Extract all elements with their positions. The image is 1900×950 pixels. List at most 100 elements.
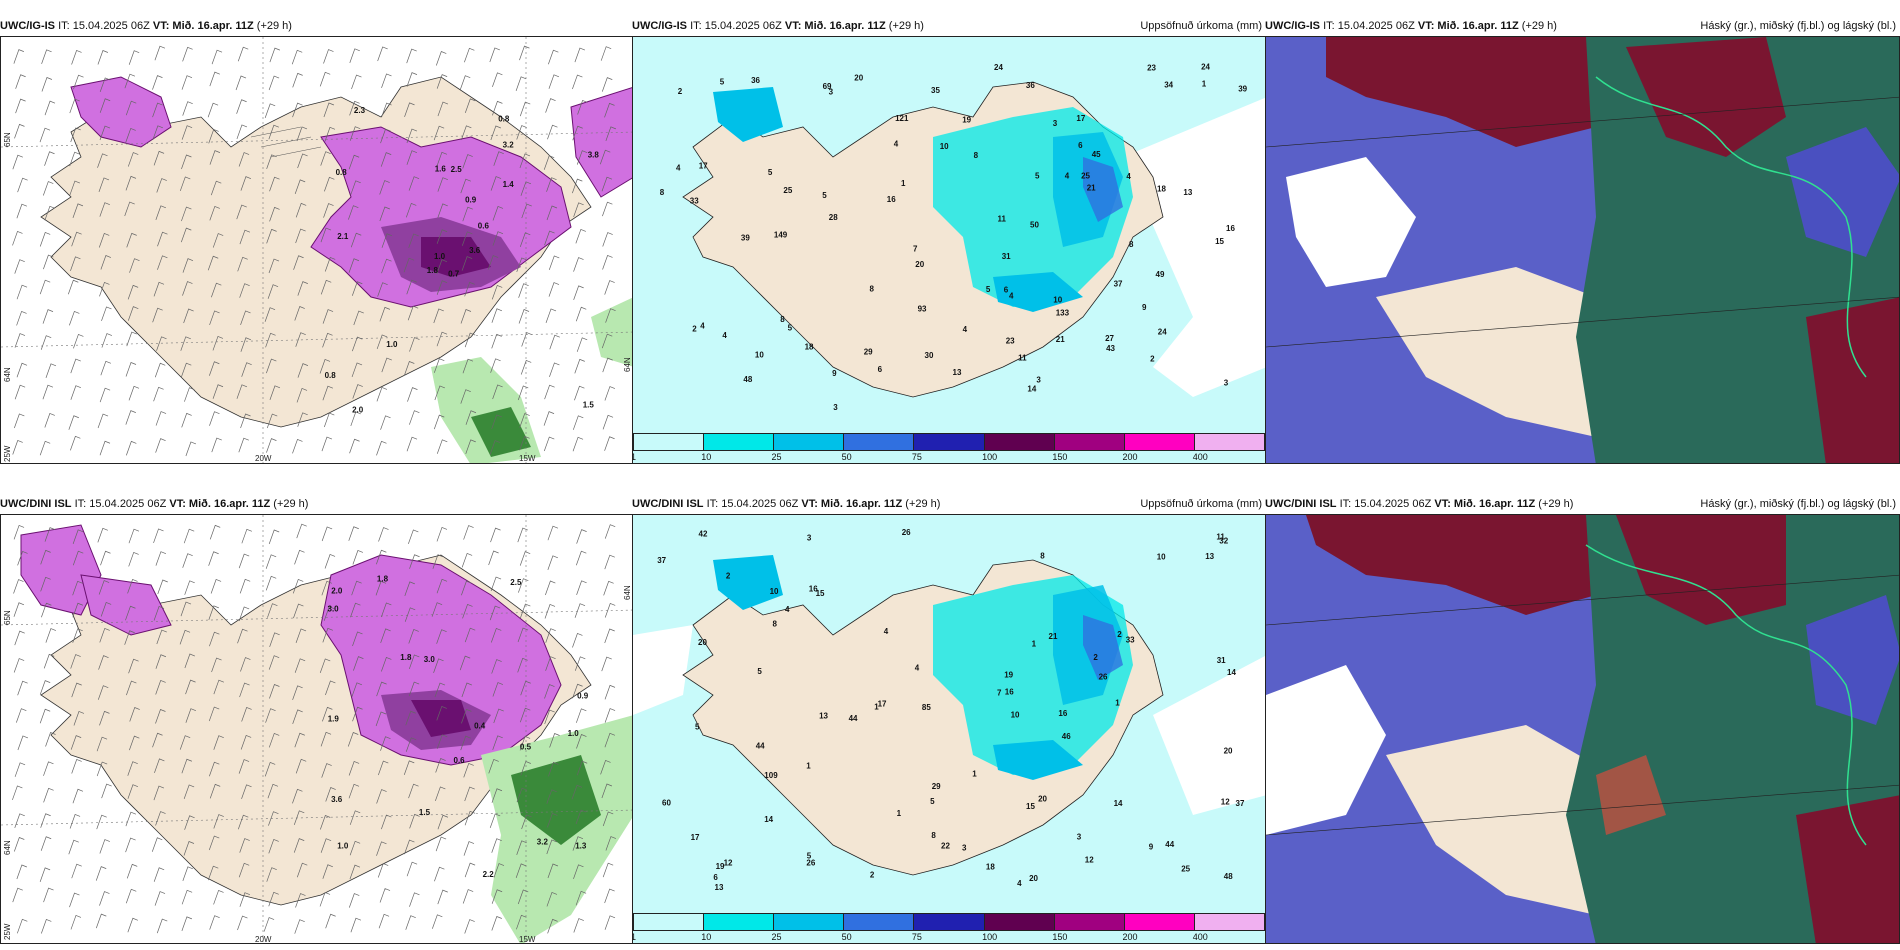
wind-map-bottom: 0.5 1.0 1.0 1.8 3.0 3.2 3.6 2.5 1.8 2.2 3.0 1.9 2.0 1… — [1, 515, 632, 943]
wind-barb — [602, 414, 614, 430]
precip-value: 21 — [1049, 632, 1058, 641]
wind-barb — [605, 308, 616, 323]
wind-barb — [463, 841, 475, 856]
precip-value: 12 — [1085, 856, 1094, 865]
wind-barb — [459, 75, 471, 90]
wind-barb — [461, 125, 472, 140]
precip-value: 4 — [915, 664, 920, 673]
precip-value: 4 — [700, 321, 705, 330]
wind-barb — [575, 890, 587, 906]
precip-value: 17 — [699, 162, 708, 171]
precip-value: 9 — [1142, 303, 1147, 312]
wind-barb — [40, 813, 51, 828]
wind-barb — [16, 864, 27, 880]
lead-time: (+29 h) — [256, 20, 292, 32]
wind-barb — [464, 786, 475, 802]
precip-value: 15 — [1215, 237, 1224, 246]
precip-value: 10 — [755, 351, 764, 360]
wind-barb — [322, 385, 334, 401]
wind-barb — [460, 735, 471, 751]
precip-value: 42 — [699, 529, 708, 538]
wind-barb — [155, 205, 167, 220]
wind-barb — [294, 306, 305, 321]
precip-value: 46 — [1062, 732, 1071, 741]
wind-barb — [211, 282, 222, 298]
wind-barb — [547, 525, 559, 541]
wind-barb — [182, 281, 193, 296]
wind-barb — [546, 205, 558, 221]
wind-barb — [239, 892, 251, 907]
precip-value: 35 — [931, 86, 940, 95]
wind-barb — [324, 176, 335, 192]
wind-barb — [12, 154, 23, 170]
wind-barb — [153, 386, 164, 402]
wind-barb — [405, 737, 417, 752]
wind-barb — [576, 708, 587, 723]
precip-value: 44 — [849, 714, 858, 723]
precip-value: 34 — [1164, 80, 1173, 89]
wind-barb — [12, 887, 23, 903]
wind-barb — [183, 784, 195, 800]
wind-barb — [519, 101, 531, 117]
colorbar-swatch — [914, 914, 985, 930]
wind-barb — [208, 835, 220, 851]
precip-value: 69 — [823, 82, 832, 91]
wind-barb — [212, 233, 224, 248]
precip-value: 1.0 — [386, 340, 398, 349]
wind-barb — [380, 152, 392, 167]
wind-barb — [213, 735, 224, 750]
wind-barb — [352, 336, 363, 352]
lat-label-64n: 64N — [3, 367, 12, 382]
precip-value: 1 — [901, 179, 906, 188]
wind-barb — [208, 551, 219, 566]
wind-barb — [543, 155, 555, 170]
wind-barb — [403, 760, 415, 775]
wind-barb — [185, 708, 197, 723]
wind-barb — [184, 653, 196, 669]
precip-value: 24 — [994, 63, 1003, 72]
wind-barb — [14, 333, 26, 348]
wind-barb — [125, 175, 137, 191]
wind-barb — [352, 549, 364, 565]
precip-value: 3 — [829, 88, 834, 97]
colorbar-swatches — [633, 433, 1265, 451]
wind-barb — [436, 151, 448, 167]
wind-barb — [128, 658, 139, 674]
precip-value: 9 — [832, 369, 837, 378]
wind-barb — [236, 124, 248, 140]
wind-barb — [380, 628, 391, 644]
wind-barb — [41, 49, 52, 64]
precip-value: 8 — [870, 285, 875, 294]
lon-label-25w: 25W — [3, 923, 12, 940]
wind-barb — [238, 437, 249, 453]
wind-barb — [240, 657, 251, 672]
colorbar-label: 200 — [1122, 452, 1138, 462]
wind-barb — [127, 761, 138, 776]
wind-barb — [99, 891, 110, 906]
precip-value: 1.8 — [427, 266, 439, 275]
wind-barb — [126, 863, 138, 879]
wind-barb — [155, 551, 167, 566]
precip-value: 8 — [773, 619, 778, 628]
wind-barb — [492, 231, 504, 246]
colorbar-swatch — [704, 914, 775, 930]
wind-barb — [263, 917, 275, 932]
precip-value: 14 — [1114, 799, 1123, 808]
wind-barb — [572, 436, 584, 452]
wind-barb — [544, 384, 555, 400]
wind-barb — [381, 814, 392, 830]
wind-map-top: 0.7 0.8 1.0 0.8 0.6 1.0 0.8 2.5 3.2 3.6 2.3 1.5 2.1 3… — [1, 37, 632, 463]
wind-barb — [490, 125, 501, 141]
wind-barb — [436, 734, 448, 749]
precip-value: 1.3 — [575, 842, 587, 851]
header-precip-top: UWC/IG-IS IT: 15.04.2025 06Z VT: Mið. 16… — [632, 20, 1266, 38]
wind-barb — [352, 384, 363, 399]
wind-barb — [42, 181, 54, 196]
wind-barb — [323, 102, 335, 118]
wind-barb — [292, 685, 303, 700]
wind-barb — [100, 602, 112, 617]
precip-value: 0.5 — [520, 742, 532, 751]
wind-barb — [266, 438, 277, 453]
wind-barb — [461, 708, 472, 724]
wind-barb — [184, 580, 195, 595]
